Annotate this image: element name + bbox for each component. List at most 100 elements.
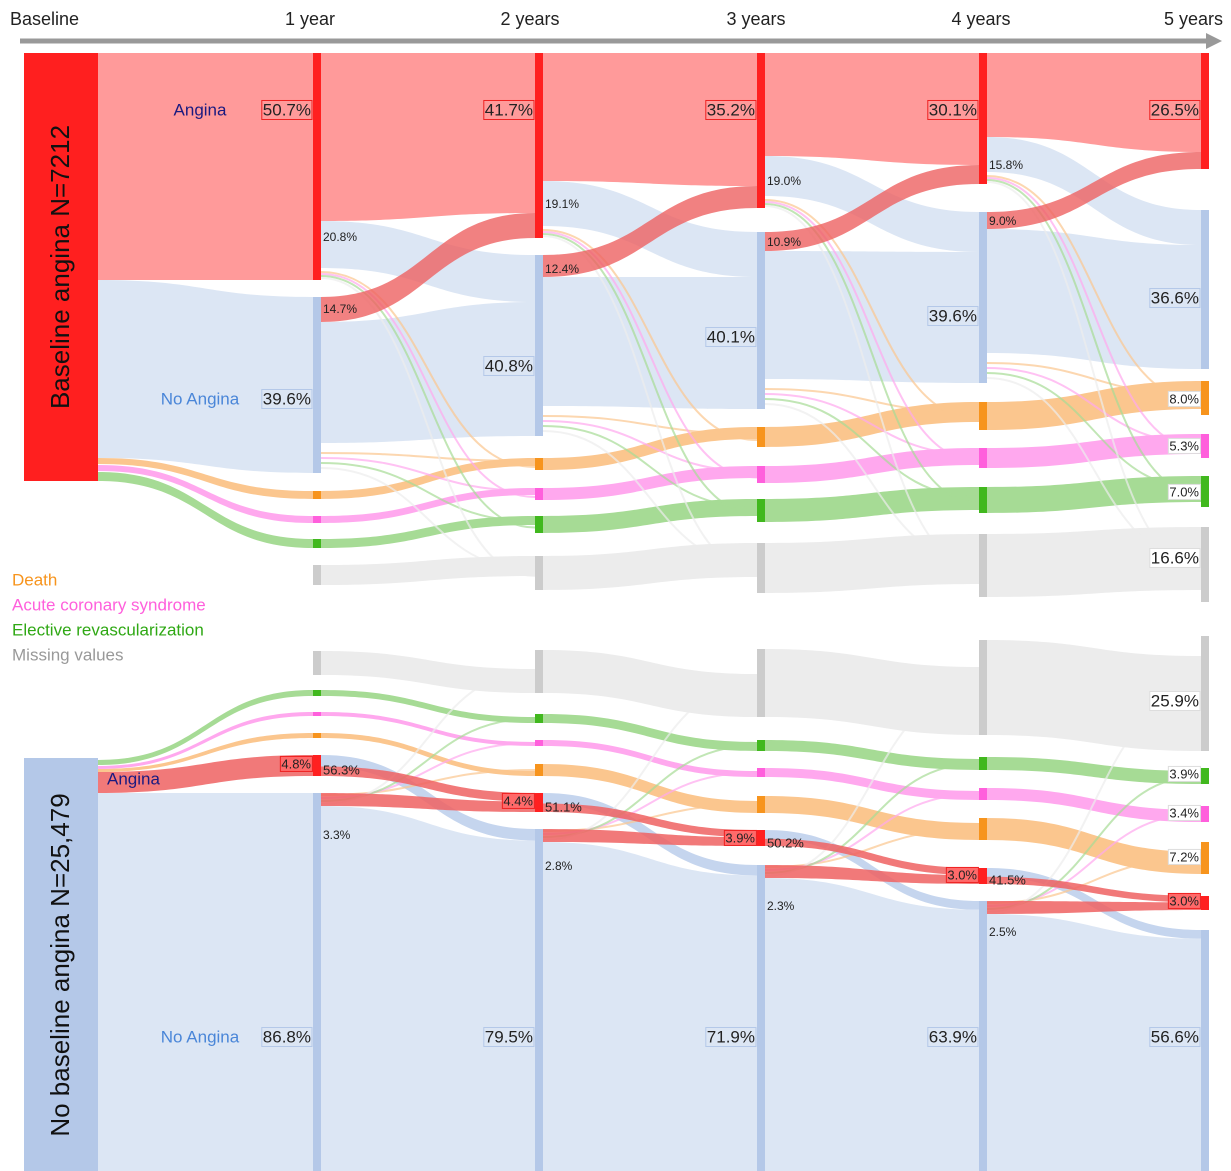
thin-flow	[764, 393, 980, 456]
outcome-node	[1201, 768, 1209, 784]
outcome-node	[313, 690, 321, 696]
legend-entry: Elective revascularization	[12, 620, 204, 639]
percent-label: 3.0%	[1169, 893, 1199, 908]
flow	[765, 53, 979, 165]
outcome-node	[757, 427, 765, 447]
flow	[987, 434, 1201, 468]
thin-flow	[320, 273, 536, 498]
no-angina-node	[313, 297, 321, 473]
flow	[765, 487, 979, 522]
flow	[987, 229, 1201, 369]
flow	[321, 793, 535, 812]
label-box	[483, 1026, 535, 1047]
percent-label: 4.4%	[503, 793, 533, 808]
flow	[98, 733, 313, 772]
label-box	[1149, 690, 1201, 711]
outcome-label: 7.0%	[1169, 484, 1199, 499]
label-box	[1167, 804, 1201, 821]
outcome-node	[313, 651, 321, 675]
thin-flow	[764, 203, 980, 504]
flow	[321, 458, 535, 499]
label-box	[705, 1026, 757, 1047]
outcome-label: 3.9%	[1169, 766, 1199, 781]
outcome-node	[979, 757, 987, 770]
angina-node	[979, 868, 987, 884]
transition-label: 12.4%	[545, 262, 579, 276]
labels: Baseline 1 year 2 years 3 years 4 years 5 yea…	[10, 9, 1223, 1137]
label-box	[1167, 483, 1201, 500]
angina-node	[313, 755, 321, 776]
flow	[321, 806, 535, 1171]
outcome-label: 25.9%	[1151, 691, 1199, 710]
flow	[987, 476, 1201, 513]
percent-label: 3.9%	[725, 830, 755, 845]
percent-label: 4.8%	[281, 756, 311, 771]
angina-node	[757, 53, 765, 208]
label-box	[927, 305, 979, 326]
no-angina-node	[757, 865, 765, 1171]
transition-label: 15.8%	[989, 158, 1023, 172]
flow	[98, 690, 313, 765]
outcome-node	[757, 466, 765, 483]
baseline-angina-block	[24, 53, 98, 481]
label-box	[705, 99, 757, 120]
outcome-node	[535, 764, 543, 776]
flow	[98, 793, 313, 1171]
thin-flow	[542, 430, 758, 566]
label-box	[261, 1026, 313, 1047]
flow	[321, 213, 535, 322]
flow	[321, 733, 535, 776]
angina-node	[1201, 896, 1209, 910]
outcome-node	[757, 499, 765, 522]
row-label: No Angina	[161, 1027, 240, 1046]
percent-label: 41.7%	[485, 100, 533, 119]
percent-label: 40.1%	[707, 327, 755, 346]
flow	[765, 165, 979, 251]
no-angina-node	[979, 212, 987, 383]
flow	[98, 458, 313, 499]
outcome-node	[1201, 842, 1209, 874]
thin-flow	[764, 828, 980, 868]
outcome-node	[979, 818, 987, 840]
flow	[987, 640, 1201, 751]
flow	[321, 302, 535, 443]
outcome-node	[1201, 381, 1209, 415]
row-label: Angina	[107, 769, 160, 788]
flow	[987, 901, 1201, 914]
legend-entry: Acute coronary syndrome	[12, 595, 206, 614]
label-box	[1167, 892, 1201, 909]
thin-flow	[764, 403, 980, 564]
label-box	[1149, 287, 1201, 308]
thin-flow	[542, 233, 758, 515]
outcome-node	[757, 649, 765, 717]
thin-flow	[986, 179, 1202, 496]
percent-label: 35.2%	[707, 100, 755, 119]
thin-flow	[542, 231, 758, 479]
flow	[321, 651, 535, 693]
outcome-label: 8.0%	[1169, 391, 1199, 406]
thin-flow	[320, 271, 536, 468]
flow	[987, 876, 1201, 903]
percent-label: 56.6%	[1151, 1027, 1199, 1046]
flow	[98, 465, 313, 523]
transition-label: 2.8%	[545, 859, 573, 873]
flow	[321, 53, 535, 221]
label-box	[945, 866, 979, 883]
outcome-node	[757, 796, 765, 813]
flow	[987, 818, 1201, 874]
label-box	[1167, 765, 1201, 782]
label-box	[723, 829, 757, 846]
flow	[321, 712, 535, 746]
transition-label: 50.2%	[767, 835, 804, 850]
outcome-label: 5.3%	[1169, 438, 1199, 453]
flow	[543, 186, 757, 277]
flow	[543, 764, 757, 813]
transition-label: 2.5%	[989, 925, 1017, 939]
transition-label: 56.3%	[323, 762, 360, 777]
flow	[543, 499, 757, 533]
transition-label: 14.7%	[323, 302, 357, 316]
baseline-no-angina-block	[24, 758, 98, 1171]
thin-flow	[764, 205, 980, 570]
